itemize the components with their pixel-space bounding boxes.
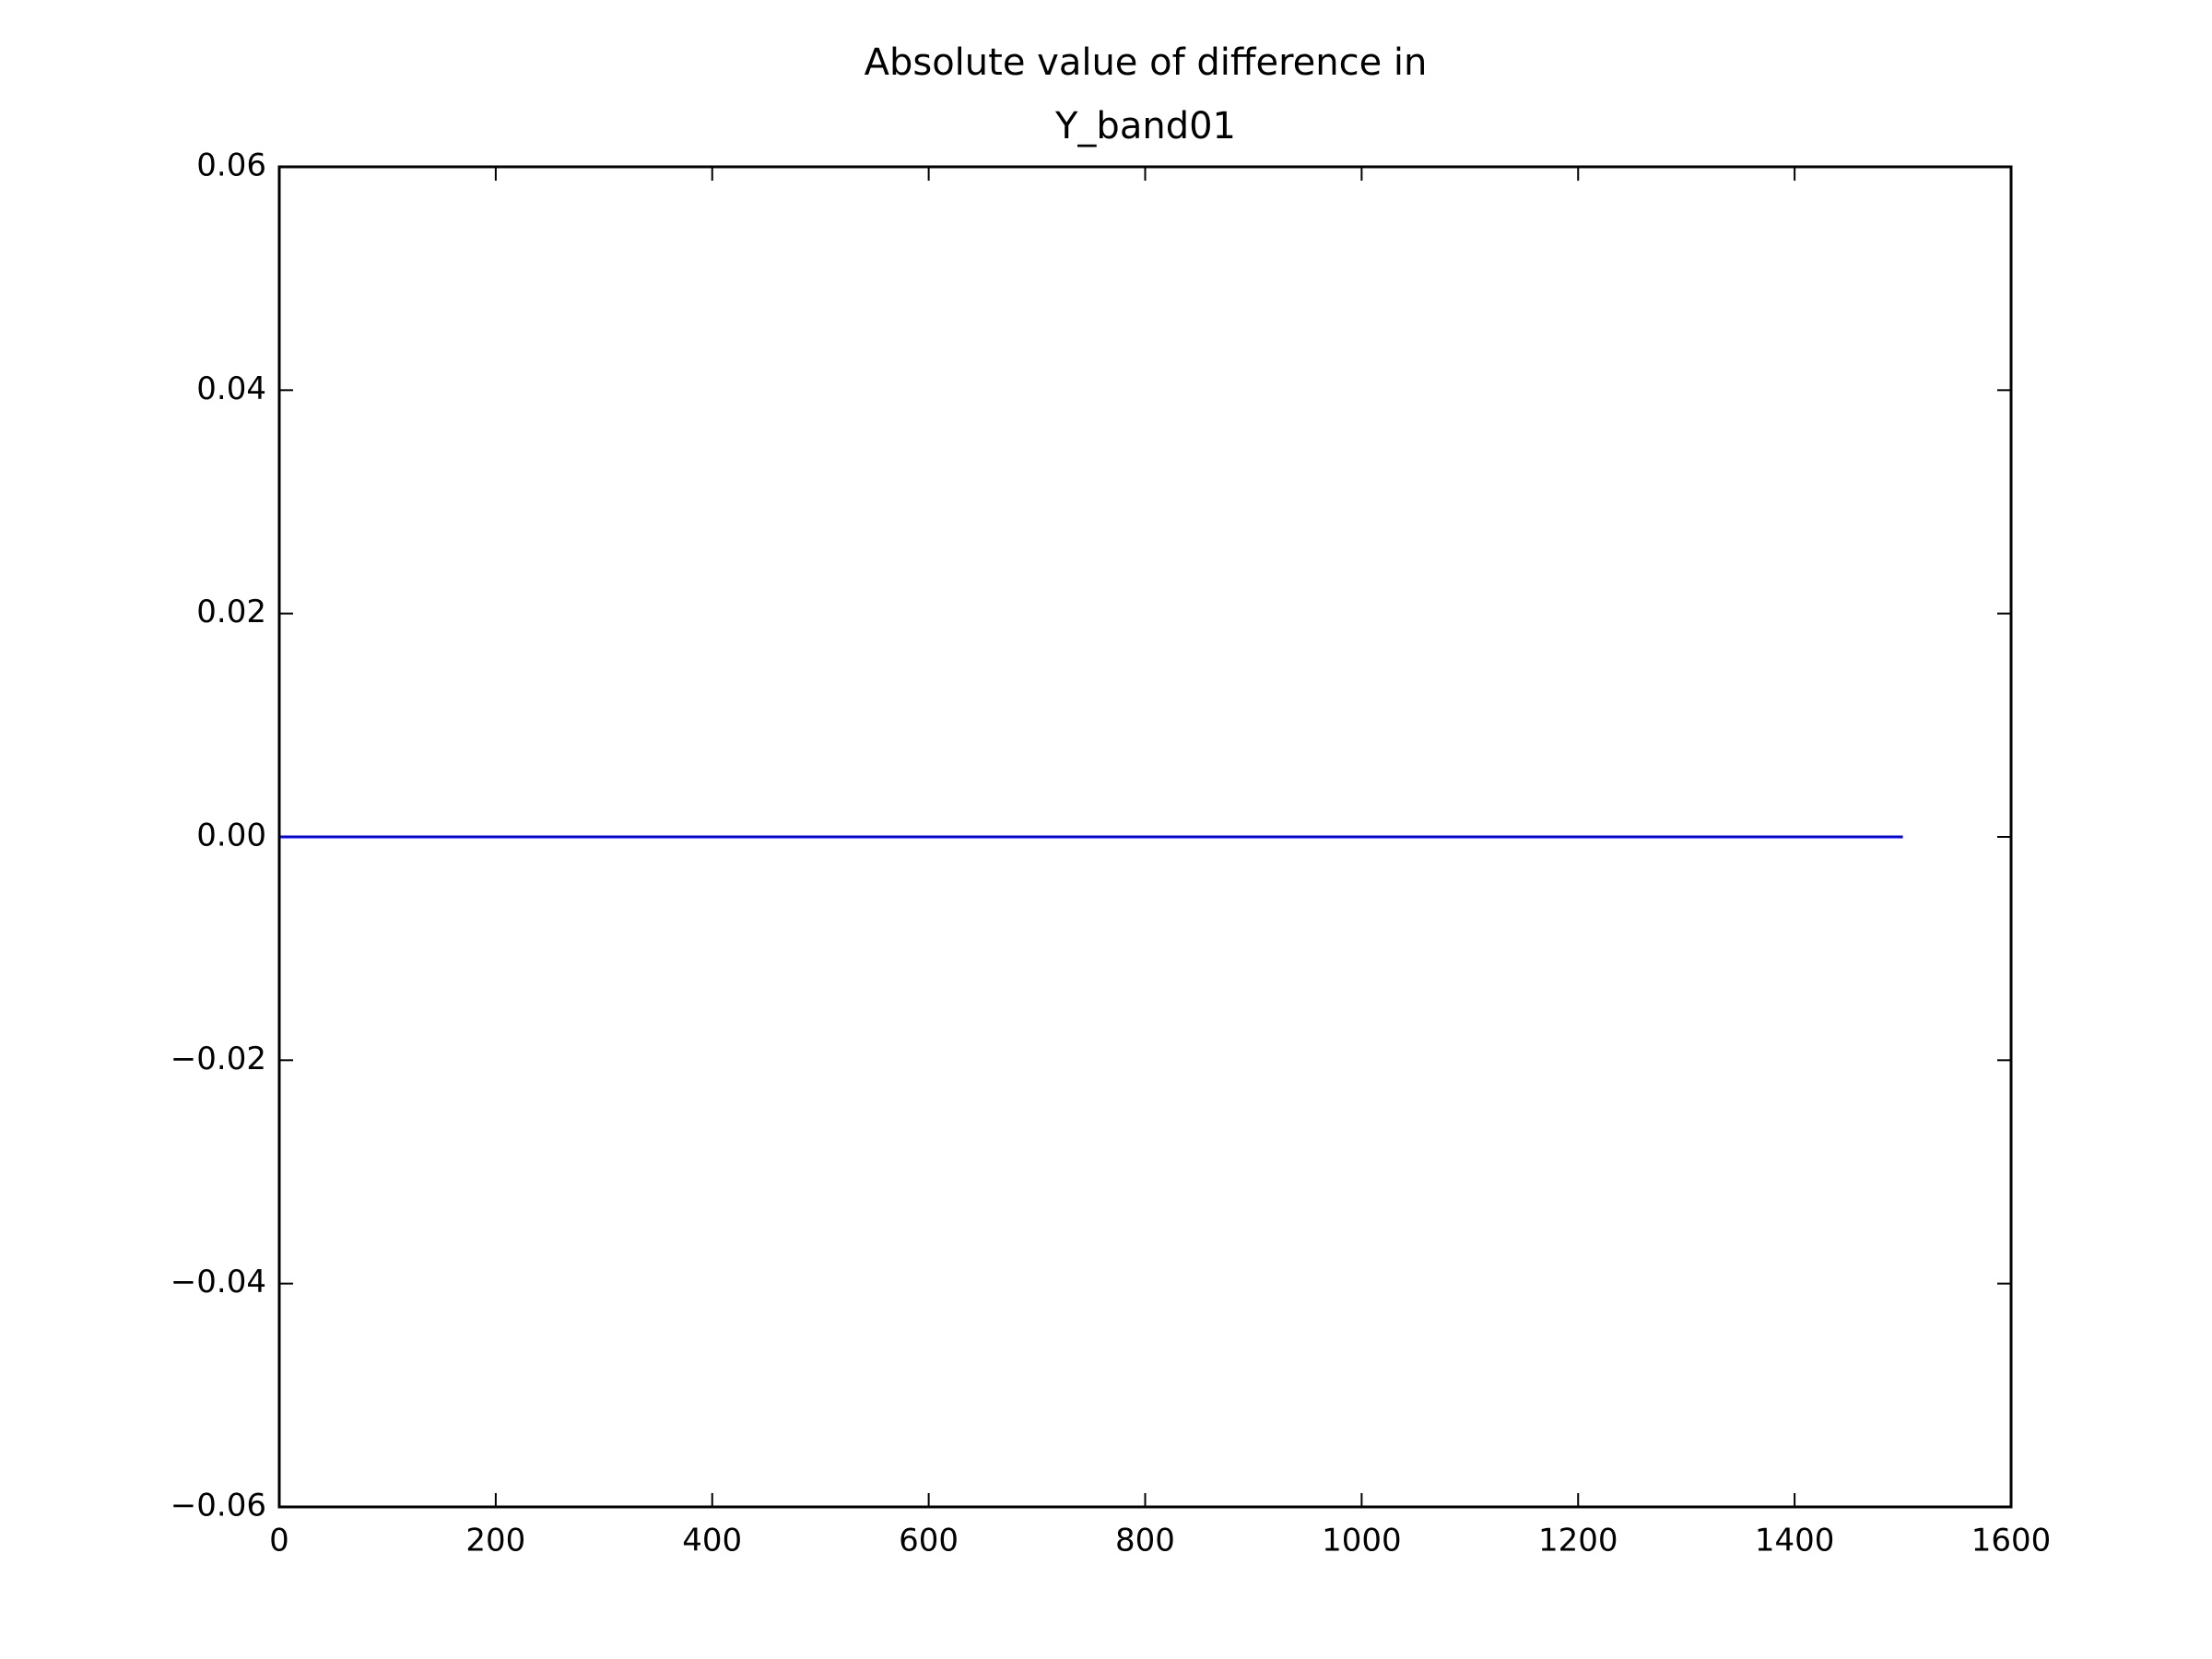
x-tick-label: 1000 <box>1322 1523 1402 1559</box>
x-tick-label: 400 <box>682 1523 742 1559</box>
x-tick-label: 1200 <box>1538 1523 1618 1559</box>
y-tick-label: −0.06 <box>171 1488 266 1524</box>
y-tick-label: 0.00 <box>196 818 266 854</box>
x-tick-label: 1600 <box>1971 1523 2052 1559</box>
y-tick-label: −0.02 <box>171 1041 266 1077</box>
x-tick-label: 800 <box>1115 1523 1175 1559</box>
y-tick-label: 0.04 <box>196 371 266 407</box>
y-tick-label: 0.06 <box>196 147 266 184</box>
y-tick-label: 0.02 <box>196 594 266 630</box>
x-tick-label: 0 <box>269 1523 289 1559</box>
chart-title: Absolute value of difference in <box>865 41 1428 84</box>
plot-frame <box>277 165 2013 1509</box>
x-tick-label: 600 <box>899 1523 959 1559</box>
y-tick-label: −0.04 <box>171 1264 266 1300</box>
x-tick-label: 1400 <box>1755 1523 1835 1559</box>
chart-title: Y_band01 <box>1054 105 1236 147</box>
x-tick-label: 200 <box>465 1523 525 1559</box>
